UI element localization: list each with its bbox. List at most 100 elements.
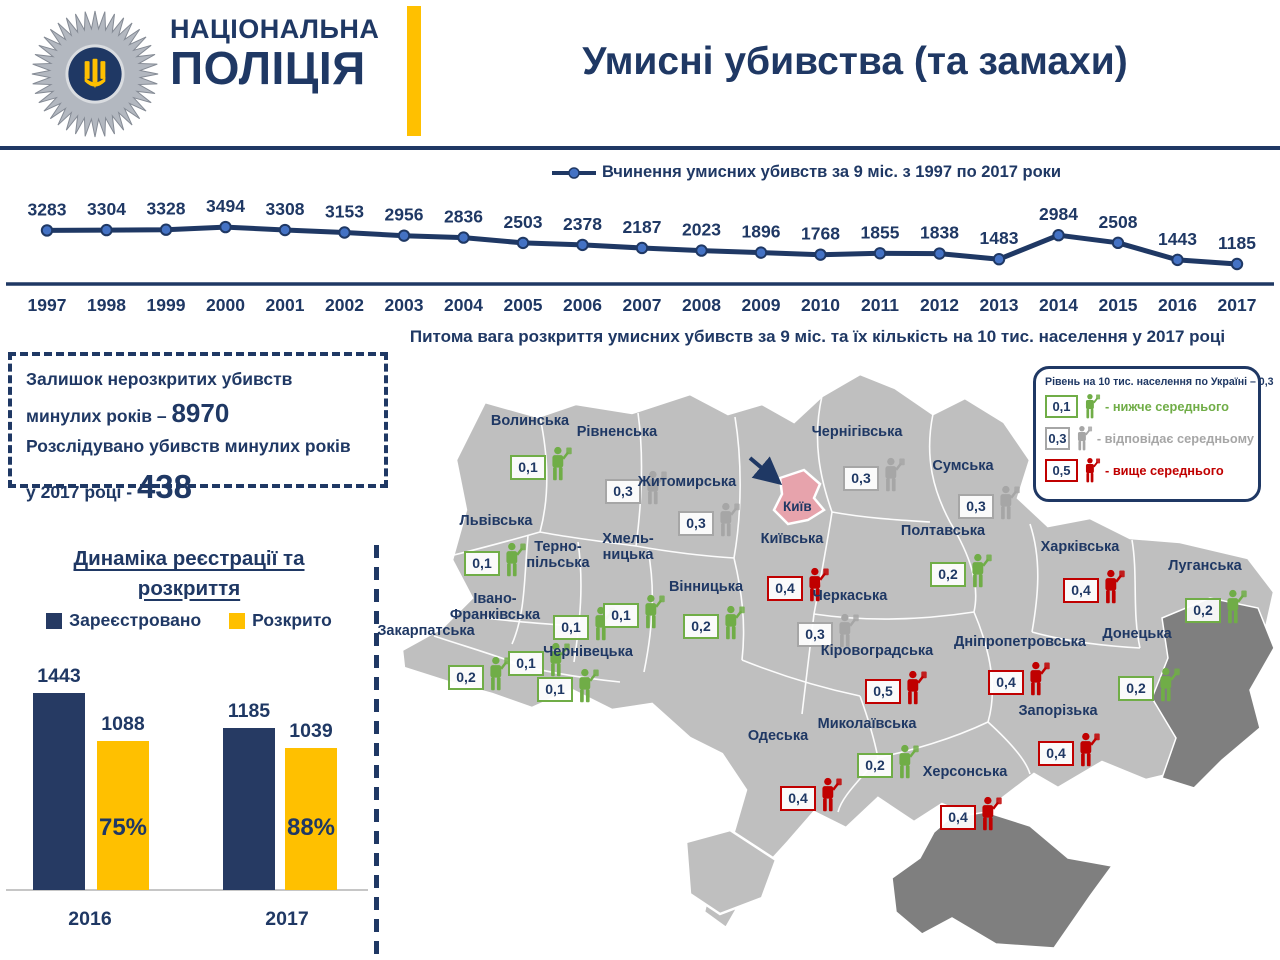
bar-value-2017-solved: 1039: [289, 720, 333, 742]
region-marker: 0,2: [1185, 589, 1248, 625]
line-point: [576, 238, 589, 252]
line-point: [100, 223, 113, 237]
region-marker: 0,3: [678, 502, 741, 538]
point-value-label: 3308: [266, 199, 305, 219]
info-value-2: 438: [136, 467, 193, 505]
value-box: 0,3: [678, 511, 714, 536]
value-box: 0,1: [603, 603, 639, 628]
point-value-label: 2836: [444, 207, 483, 227]
region-marker: 0,4: [767, 567, 830, 603]
crimea-area: [891, 811, 1114, 949]
person-icon: [547, 446, 573, 482]
dashed-separator: [374, 545, 379, 957]
bar-chart-title: Динаміка реєстрації та розкриття: [0, 544, 378, 603]
legend-item-registered: Зареєстровано: [46, 610, 201, 631]
x-tick-label: 2001: [266, 295, 305, 315]
line-point: [1230, 257, 1244, 271]
bar-chart-title-line2: розкриття: [137, 576, 241, 600]
value-box: 0,4: [988, 670, 1024, 695]
value-box: 0,3: [797, 622, 833, 647]
solved-label: Розкрито: [252, 610, 332, 630]
region-marker: 0,1: [537, 668, 600, 704]
region-marker: 0,3: [958, 485, 1021, 521]
point-value-label: 1768: [801, 224, 840, 244]
x-tick-label: 1998: [87, 295, 126, 315]
point-value-label: 2956: [385, 205, 424, 225]
point-value-label: 2378: [563, 214, 602, 234]
region-label: Чернівецька: [543, 644, 633, 661]
region-marker: 0,1: [510, 446, 573, 482]
value-box: 0,3: [843, 466, 879, 491]
line-point: [338, 226, 351, 239]
info-text-2: Розслідувано убивств минулих років: [26, 436, 351, 457]
line-point: [457, 231, 470, 244]
region-marker: 0,2: [857, 744, 920, 780]
bar-plot: 1443 1088 1185 1039 75% 88% 2016 2017: [0, 540, 378, 960]
solved-swatch: [229, 612, 246, 629]
person-icon: [880, 457, 906, 493]
value-box: 0,1: [508, 651, 544, 676]
x-tick-label: 2002: [325, 295, 364, 315]
person-icon: [817, 777, 843, 813]
trident-icon: [84, 58, 106, 89]
line-point: [397, 229, 411, 242]
value-box: 0,1: [1045, 395, 1078, 418]
region-label: Херсонська: [922, 764, 1008, 781]
value-box: 0,2: [1185, 598, 1221, 623]
x-tick-label: 2000: [206, 295, 245, 315]
person-icon: [715, 502, 741, 538]
police-badge-logo: [31, 10, 159, 138]
region-label: Київська: [760, 531, 824, 548]
region-label: Чернігівська: [811, 424, 903, 441]
point-value-label: 3153: [325, 202, 364, 222]
point-value-label: 3328: [147, 199, 186, 219]
region-marker: 0,5: [865, 670, 928, 706]
value-box: 0,2: [930, 562, 966, 587]
region-label: Сумська: [932, 458, 994, 475]
line-point: [695, 244, 708, 257]
point-value-label: 3283: [28, 199, 67, 219]
line-point: [933, 247, 946, 260]
line-point: [1052, 229, 1065, 242]
value-box: 0,2: [857, 753, 893, 778]
person-icon: [1222, 589, 1248, 625]
solve-rate-2017: 88%: [286, 814, 336, 841]
region-label: Закарпатська: [377, 623, 475, 640]
legend-item-above-average: 0,5 - вище середнього: [1045, 457, 1254, 484]
line-point: [754, 246, 768, 259]
info-value-1: 8970: [171, 398, 230, 429]
x-tick-label: 2007: [623, 295, 662, 315]
person-icon: [977, 796, 1003, 832]
region-marker: 0,4: [1038, 732, 1101, 768]
person-icon: [501, 542, 527, 578]
x-tick-label: 1997: [28, 295, 67, 315]
person-icon: [894, 744, 920, 780]
point-value-label: 1855: [861, 222, 900, 242]
x-tick-label: 2010: [801, 295, 840, 315]
point-value-label: 1896: [742, 222, 781, 242]
x-tick-label: 2012: [920, 295, 959, 315]
region-marker: 0,3: [605, 470, 668, 506]
person-icon: [1074, 425, 1093, 452]
point-value-label: 1185: [1218, 233, 1256, 253]
region-label: Запорізька: [1018, 703, 1098, 720]
line-point: [159, 223, 173, 236]
org-name-line1: НАЦІОНАЛЬНА: [170, 14, 380, 44]
bar-chart-title-line1: Динаміка реєстрації та: [73, 547, 305, 570]
value-box: 0,1: [537, 677, 573, 702]
kyiv-city-area: [772, 468, 826, 526]
bar-2017-solved: [285, 748, 337, 890]
region-label: Харківська: [1040, 539, 1120, 556]
value-box: 0,4: [1063, 578, 1099, 603]
person-icon: [720, 605, 746, 641]
x-tick-label: 2008: [682, 295, 721, 315]
budjak-area: [684, 828, 778, 916]
region-label: Кіровоградська: [820, 643, 934, 660]
line-point: [516, 236, 530, 250]
legend-item-average: 0,3 - відповідає середньому: [1045, 425, 1254, 452]
legend-item-solved: Розкрито: [229, 610, 332, 631]
region-marker: 0,2: [448, 656, 511, 692]
line-chart: 3283 1997 3304 1998 3328 1999 3494 2000 3308 2001…: [6, 196, 1274, 315]
x-tick-label: 2011: [861, 295, 899, 315]
